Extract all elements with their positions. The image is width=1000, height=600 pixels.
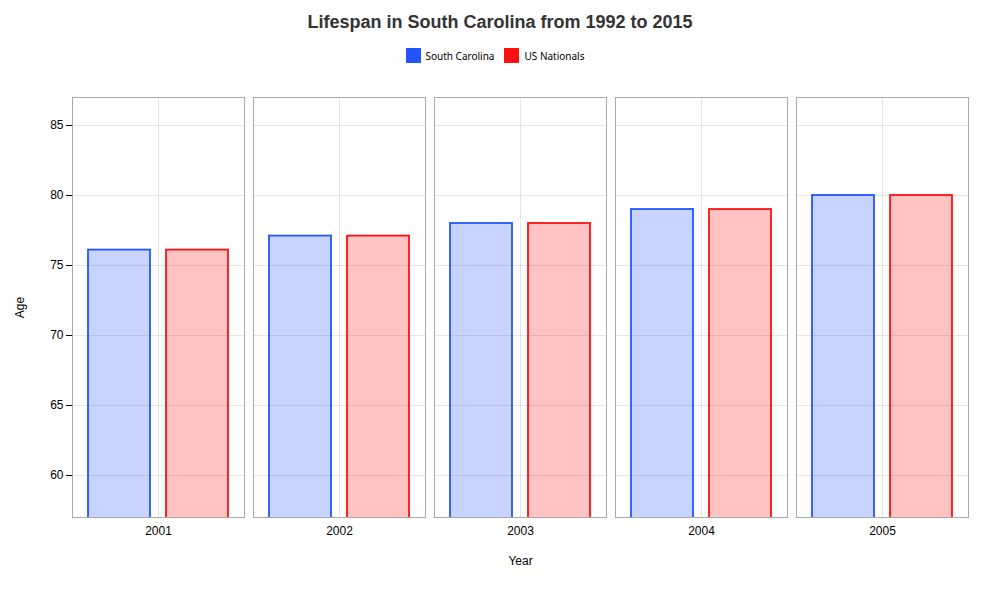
svg-text:85: 85 [50,118,64,132]
svg-text:80: 80 [50,188,64,202]
svg-text:2003: 2003 [507,524,534,538]
html-text:US Nationals: US Nationals [524,48,585,63]
svg-text:2004: 2004 [688,524,715,538]
svg-text:2001: 2001 [145,524,172,538]
svg-text:65: 65 [50,398,64,412]
html-text:Lifespan in South Carolina fro: Lifespan in South Carolina from 1992 to … [307,12,693,32]
svg-text:75: 75 [50,258,64,272]
svg-text:2005: 2005 [869,524,896,538]
html-text:South Carolina: South Carolina [425,48,495,63]
svg-text:Year: Year [508,554,532,568]
svg-text:2002: 2002 [326,524,353,538]
svg-text:Age: Age [13,297,27,319]
svg-text:60: 60 [50,468,64,482]
svg-text:70: 70 [50,328,64,342]
